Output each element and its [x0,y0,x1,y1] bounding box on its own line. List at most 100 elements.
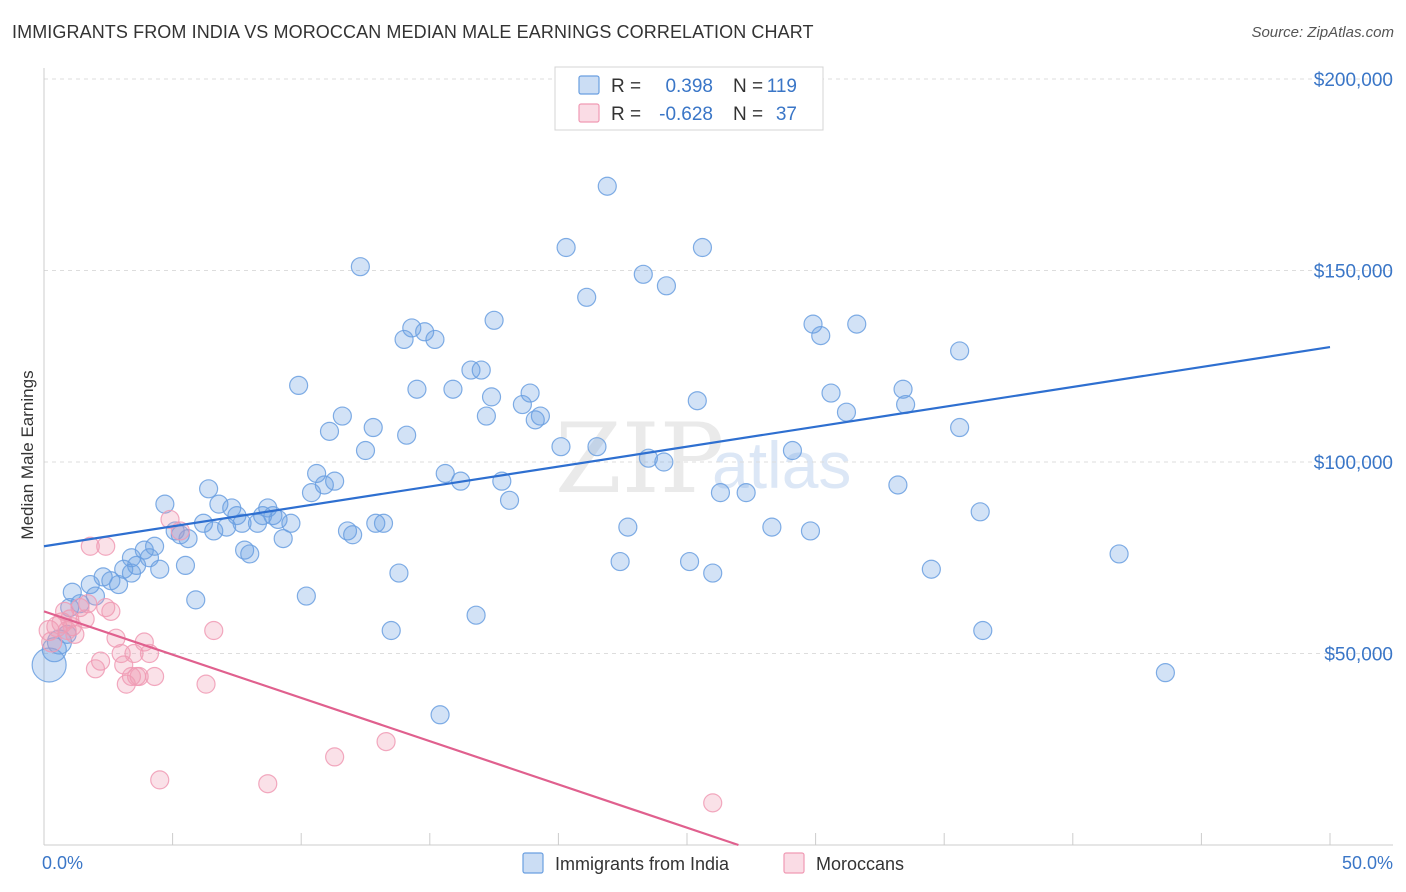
india-point [587,437,607,457]
india-point [481,387,502,407]
india-point [762,517,782,537]
bottom-legend: Immigrants from India Moroccans [522,852,904,874]
moroccan-point [80,536,100,556]
legend-moroccan-n-label: N = [733,104,763,125]
india-point [921,559,941,579]
y-tick-label: $200,000 [1314,70,1393,91]
india-trend-line [43,346,1331,548]
india-point [389,563,409,583]
moroccan-point [204,620,224,641]
india-point [847,314,867,334]
india-point [435,463,455,484]
moroccan-point [90,651,111,671]
india-point [597,176,617,196]
india-point [811,326,831,346]
india-point [782,440,803,461]
india-point [350,257,370,277]
india-point [397,425,417,445]
india-point [144,536,165,556]
india-point [710,483,731,503]
india-point [209,494,229,514]
india-point [381,620,401,641]
india-point [1155,663,1175,683]
india-point [610,551,630,572]
bottom-legend-swatch-moroccan [783,852,805,874]
india-point [186,590,206,610]
india-point [692,237,713,258]
legend-moroccan-r-label: R = [611,104,641,125]
india-point [551,437,571,457]
y-tick-label: $150,000 [1314,262,1393,283]
india-point [343,525,363,545]
india-point [425,329,445,350]
india-point [499,490,520,510]
india-point [373,513,394,533]
watermark-atlas: atlas [712,428,851,502]
india-point [415,322,435,342]
india-point [108,574,129,595]
india-point [530,406,550,426]
chart-title: IMMIGRANTS FROM INDIA VS MOROCCAN MEDIAN… [12,22,814,42]
moroccan-point [196,674,216,694]
india-point [325,471,345,491]
india-point [281,513,301,533]
moroccan-point [121,666,142,687]
moroccan-point [150,770,170,790]
india-point [178,528,198,549]
india-point [520,383,540,403]
india-point [973,620,993,641]
moroccan-point [258,774,278,794]
india-point [656,276,677,296]
legend-moroccan-n-value: 37 [776,104,797,125]
legend-india-n-label: N = [733,76,763,97]
india-point [41,637,67,663]
y-tick-label: $100,000 [1314,453,1393,474]
bottom-legend-moroccan: Moroccans [816,854,904,874]
india-point [821,383,841,403]
india-point [155,494,175,514]
india-point [950,341,970,361]
india-point [888,475,908,495]
india-point [296,586,316,606]
legend-india-r-value: 0.398 [665,76,713,97]
india-point [314,475,334,495]
india-point [800,521,821,541]
india-point [332,406,352,426]
moroccan-trend-line [43,610,739,847]
moroccan-point [101,601,121,621]
india-point [232,513,252,533]
india-point [525,410,545,430]
legend-india-n-value: 119 [767,76,797,97]
legend-india-r-label: R = [611,76,641,97]
legend-moroccan-r-value: -0.628 [659,104,713,125]
bottom-legend-india: Immigrants from India [555,854,730,874]
legend-box [554,66,824,131]
india-point [476,406,496,426]
moroccan-point [144,666,165,687]
india-point [461,360,481,380]
india-point [407,379,427,399]
india-point [950,417,970,438]
legend: R = 0.398 N = 119 R = -0.628 N = 37 [554,66,824,131]
india-point [337,521,358,541]
india-point [62,582,82,602]
india-point [363,417,383,438]
india-point [703,563,723,583]
india-point [443,379,463,399]
india-point [366,513,386,533]
india-point [512,394,532,415]
india-point [307,463,327,484]
india-point [240,544,260,564]
india-point [235,540,255,560]
moroccan-point [129,666,149,687]
india-point [355,440,376,461]
legend-swatch-india [578,75,600,95]
y-tick-label: $50,000 [1324,645,1393,666]
x-tick-label-min: 0.0% [42,853,83,873]
india-point [402,318,422,338]
india-point [273,528,293,549]
moroccan-point [325,747,345,767]
watermark: ZIP atlas [555,403,851,515]
moroccan-point [703,793,723,813]
india-point [654,452,674,472]
